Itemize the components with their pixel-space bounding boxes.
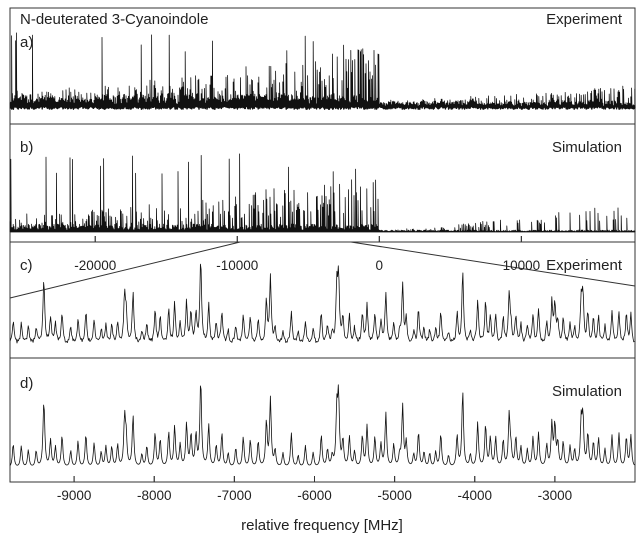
- zoom-connector-left: [9, 241, 241, 299]
- axis-tick-label: -5000: [377, 488, 412, 503]
- panel-d-label: d): [20, 375, 33, 392]
- axis-tick-label: -3000: [538, 488, 573, 503]
- axis-tick-label: 0: [376, 258, 384, 273]
- panel-d-trace: [9, 384, 635, 466]
- panel-b-label: b): [20, 139, 33, 156]
- axis-tick-label: -10000: [216, 258, 258, 273]
- axis-tick-label: -4000: [457, 488, 492, 503]
- axis-tick-label: -7000: [217, 488, 252, 503]
- axis-tick-label: -8000: [137, 488, 172, 503]
- zoom-connector-right: [350, 241, 636, 287]
- axis-tick-label: -20000: [74, 258, 116, 273]
- chart-title: N-deuterated 3-Cyanoindole: [20, 11, 208, 28]
- panel-c-type: Experiment: [546, 257, 623, 274]
- panel-a-type: Experiment: [546, 11, 623, 28]
- panel-a-trace: [9, 32, 636, 110]
- panel-d-type: Simulation: [552, 383, 622, 400]
- axis-tick-label: -9000: [57, 488, 92, 503]
- panel-a-label: a): [20, 34, 33, 51]
- panel-d-frame: [9, 357, 636, 483]
- panel-c-label: c): [20, 257, 33, 274]
- panel-d-axis-ticks: -9000 -8000 -7000 -6000 -5000 -4000 -3000: [57, 476, 572, 503]
- panel-b-type: Simulation: [552, 139, 622, 156]
- axis-tick-label: -6000: [297, 488, 332, 503]
- panel-c-trace: [9, 263, 635, 344]
- axis-tick-label: 10000: [503, 258, 541, 273]
- x-axis-label: relative frequency [MHz]: [241, 517, 403, 534]
- panel-b-trace: [9, 153, 636, 233]
- panel-b-axis-ticks: -20000 -10000 0 10000: [74, 236, 540, 273]
